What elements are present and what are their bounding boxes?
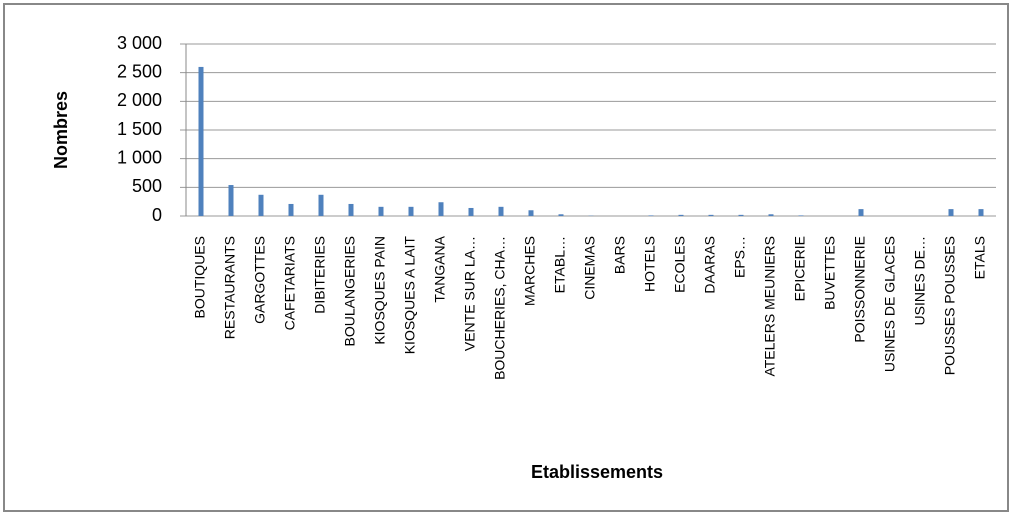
bar <box>228 185 234 216</box>
x-tick-label: USINES DE… <box>912 236 928 325</box>
y-tick-label: 1 500 <box>117 119 162 139</box>
bar <box>288 203 294 216</box>
bar <box>648 215 654 216</box>
x-tick-label: CAFETARIATS <box>282 236 298 330</box>
x-tick-label: GARGOTTES <box>252 236 268 324</box>
x-tick-label: EPICERIE <box>792 236 808 301</box>
y-tick-label: 2 000 <box>117 90 162 110</box>
bar <box>858 209 864 216</box>
bar <box>768 214 774 216</box>
x-tick-label: USINES DE GLACES <box>882 236 898 372</box>
y-tick-label: 3 000 <box>117 33 162 53</box>
y-tick-label: 2 500 <box>117 61 162 81</box>
bar <box>978 209 984 216</box>
bar <box>798 215 804 216</box>
x-tick-label: BOUCHERIES, CHA… <box>492 236 508 380</box>
bar <box>948 209 954 216</box>
x-tick-label: MARCHES <box>522 236 538 306</box>
x-tick-label: TANGANA <box>432 235 448 302</box>
y-tick-label: 1 000 <box>117 147 162 167</box>
bar <box>468 207 474 216</box>
bar <box>738 214 744 216</box>
bar <box>498 206 504 216</box>
chart-frame <box>3 3 1009 512</box>
x-tick-label: DAARAS <box>702 236 718 294</box>
x-tick-label: KIOSQUES PAIN <box>372 236 388 345</box>
x-tick-label: BUVETTES <box>822 236 838 310</box>
x-tick-label: RESTAURANTS <box>222 236 238 339</box>
bar <box>318 194 324 216</box>
x-tick-label: BARS <box>612 236 628 274</box>
x-tick-label: VENTE SUR LA… <box>462 236 478 351</box>
x-tick-label: BOULANGERIES <box>342 236 358 346</box>
x-tick-label: HOTELS <box>642 236 658 292</box>
x-tick-label: CINEMAS <box>582 236 598 300</box>
bar <box>678 214 684 216</box>
y-tick-label: 500 <box>132 176 162 196</box>
x-tick-label: POISSONNERIE <box>852 236 868 343</box>
x-tick-label: BOUTIQUES <box>192 236 208 318</box>
x-axis-title: Etablissements <box>531 462 663 482</box>
x-tick-label: ETABL… <box>552 236 568 293</box>
bar <box>438 202 444 216</box>
bar <box>258 194 264 216</box>
bar <box>408 206 414 216</box>
bar <box>198 66 204 216</box>
x-tick-label: KIOSQUES A LAIT <box>402 236 418 355</box>
x-tick-label: EPS… <box>732 236 748 278</box>
x-tick-label: ECOLES <box>672 236 688 293</box>
bar <box>528 210 534 216</box>
y-tick-label: 0 <box>152 205 162 225</box>
bar <box>348 203 354 216</box>
bar <box>378 206 384 216</box>
x-tick-label: ETALS <box>972 236 988 279</box>
x-tick-label: DIBITERIES <box>312 236 328 314</box>
bar <box>558 214 564 216</box>
x-tick-label: ATELERS MEUNIERS <box>762 236 778 377</box>
y-axis-title: Nombres <box>51 91 71 169</box>
x-tick-label: POUSSES POUSSES <box>942 236 958 375</box>
bar <box>708 214 714 216</box>
